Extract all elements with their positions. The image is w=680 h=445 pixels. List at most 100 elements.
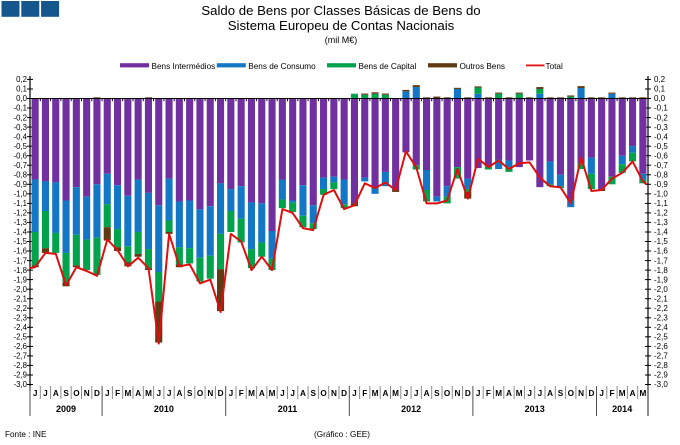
svg-text:-1,7: -1,7 — [14, 256, 27, 265]
svg-text:-2,7: -2,7 — [14, 352, 27, 361]
svg-text:F: F — [239, 389, 244, 398]
svg-text:-1,8: -1,8 — [14, 266, 27, 275]
svg-text:D: D — [94, 389, 100, 398]
svg-text:N: N — [84, 389, 90, 398]
svg-text:0,0: 0,0 — [654, 94, 666, 103]
svg-text:-1,6: -1,6 — [14, 247, 27, 256]
svg-text:-2,8: -2,8 — [654, 361, 668, 370]
svg-text:F: F — [115, 389, 120, 398]
svg-text:0,1: 0,1 — [16, 85, 27, 94]
svg-text:-2,6: -2,6 — [14, 342, 27, 351]
svg-text:0,2: 0,2 — [16, 75, 27, 84]
svg-text:D: D — [465, 389, 471, 398]
svg-text:M: M — [248, 389, 255, 398]
svg-text:2014: 2014 — [612, 404, 632, 414]
svg-text:Bens de Capital: Bens de Capital — [359, 62, 417, 71]
svg-text:-2,1: -2,1 — [654, 294, 668, 303]
svg-text:M: M — [269, 389, 276, 398]
svg-text:J: J — [290, 389, 295, 398]
svg-text:A: A — [506, 389, 512, 398]
svg-text:-3,0: -3,0 — [14, 380, 28, 389]
svg-text:O: O — [73, 389, 80, 398]
svg-text:2013: 2013 — [525, 404, 545, 414]
svg-text:Sistema Europeu de Contas Naci: Sistema Europeu de Contas Nacionais — [228, 18, 455, 33]
svg-text:J: J — [414, 389, 419, 398]
svg-text:-2,6: -2,6 — [654, 342, 668, 351]
svg-text:A: A — [300, 389, 306, 398]
svg-text:2009: 2009 — [56, 404, 76, 414]
svg-text:S: S — [310, 389, 316, 398]
svg-text:A: A — [424, 389, 430, 398]
svg-text:J: J — [404, 389, 409, 398]
svg-text:-0,3: -0,3 — [14, 123, 27, 132]
svg-text:-0,6: -0,6 — [14, 151, 27, 160]
svg-text:2011: 2011 — [278, 404, 298, 414]
svg-text:-0,8: -0,8 — [14, 171, 27, 180]
svg-text:-0,7: -0,7 — [654, 161, 668, 170]
svg-text:O: O — [444, 389, 451, 398]
svg-text:M: M — [392, 389, 399, 398]
svg-text:-1,8: -1,8 — [654, 266, 668, 275]
svg-text:A: A — [176, 389, 182, 398]
svg-text:M: M — [145, 389, 152, 398]
svg-text:2010: 2010 — [154, 404, 174, 414]
svg-text:-1,5: -1,5 — [14, 237, 28, 246]
svg-text:J: J — [599, 389, 604, 398]
svg-text:-2,2: -2,2 — [14, 304, 27, 313]
svg-text:-1,1: -1,1 — [654, 199, 668, 208]
svg-text:(Gráfico : GEE): (Gráfico : GEE) — [314, 430, 370, 439]
svg-text:-1,3: -1,3 — [654, 218, 668, 227]
svg-text:J: J — [527, 389, 532, 398]
svg-text:-1,5: -1,5 — [654, 237, 668, 246]
svg-text:M: M — [495, 389, 502, 398]
svg-text:J: J — [229, 389, 234, 398]
svg-text:-2,2: -2,2 — [654, 304, 668, 313]
svg-text:-2,4: -2,4 — [654, 323, 668, 332]
svg-text:M: M — [619, 389, 626, 398]
svg-text:D: D — [218, 389, 224, 398]
svg-text:S: S — [63, 389, 69, 398]
svg-text:J: J — [43, 389, 48, 398]
svg-text:Total: Total — [546, 62, 563, 71]
svg-text:A: A — [53, 389, 59, 398]
svg-text:J: J — [476, 389, 481, 398]
svg-text:-1,4: -1,4 — [654, 228, 668, 237]
svg-text:M: M — [372, 389, 379, 398]
svg-text:Fonte : INE: Fonte : INE — [5, 430, 47, 439]
svg-text:-2,9: -2,9 — [654, 371, 668, 380]
svg-text:-0,9: -0,9 — [14, 180, 27, 189]
svg-text:-1,0: -1,0 — [14, 190, 28, 199]
svg-text:Saldo de Bens por Classes Bási: Saldo de Bens por Classes Básicas de Ben… — [201, 3, 480, 18]
svg-text:-0,2: -0,2 — [14, 113, 27, 122]
svg-text:J: J — [157, 389, 162, 398]
svg-text:-2,0: -2,0 — [14, 285, 28, 294]
svg-text:J: J — [280, 389, 285, 398]
svg-text:J: J — [33, 389, 38, 398]
svg-text:-1,4: -1,4 — [14, 228, 28, 237]
svg-text:-1,3: -1,3 — [14, 218, 27, 227]
svg-text:-0,1: -0,1 — [654, 104, 668, 113]
svg-text:J: J — [105, 389, 110, 398]
svg-text:O: O — [197, 389, 204, 398]
svg-text:-1,6: -1,6 — [654, 247, 668, 256]
svg-text:0,1: 0,1 — [654, 85, 666, 94]
svg-text:-0,5: -0,5 — [14, 142, 28, 151]
svg-text:F: F — [609, 389, 614, 398]
svg-text:-1,9: -1,9 — [14, 275, 27, 284]
svg-text:D: D — [588, 389, 594, 398]
svg-text:N: N — [207, 389, 213, 398]
svg-text:-0,4: -0,4 — [14, 132, 28, 141]
svg-text:-0,4: -0,4 — [654, 132, 668, 141]
svg-text:F: F — [486, 389, 491, 398]
svg-text:-2,7: -2,7 — [654, 352, 668, 361]
svg-text:-0,2: -0,2 — [654, 113, 668, 122]
svg-text:-2,1: -2,1 — [14, 294, 27, 303]
svg-text:A: A — [547, 389, 553, 398]
svg-text:O: O — [568, 389, 575, 398]
svg-text:-0,9: -0,9 — [654, 180, 668, 189]
svg-text:-2,4: -2,4 — [14, 323, 28, 332]
svg-text:A: A — [630, 389, 636, 398]
svg-text:O: O — [320, 389, 327, 398]
svg-text:M: M — [516, 389, 523, 398]
svg-text:-1,9: -1,9 — [654, 275, 668, 284]
